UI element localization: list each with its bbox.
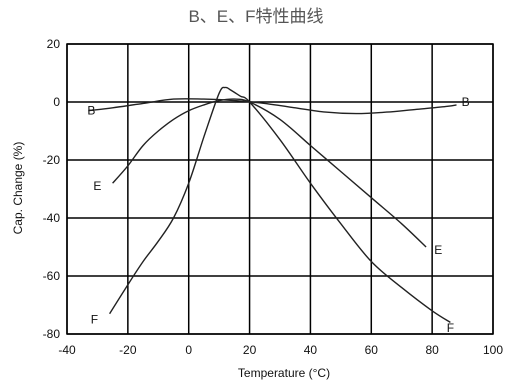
y-tick-label: -80 <box>43 327 61 341</box>
curve-labels: B B E E F F <box>87 95 469 335</box>
y-tick-label: -20 <box>43 153 61 167</box>
grid <box>66 43 494 335</box>
curve-label-e: E <box>434 243 442 257</box>
chart-title: B、E、F特性曲线 <box>188 7 323 26</box>
y-tick-label: 20 <box>47 37 61 51</box>
plot-frame <box>66 43 494 335</box>
curve-label-b: B <box>87 104 95 118</box>
y-tick-label: -40 <box>43 211 61 225</box>
x-tick-label: 20 <box>243 343 257 357</box>
x-tick-label: 80 <box>425 343 439 357</box>
x-axis-label: Temperature (°C) <box>238 366 330 380</box>
y-tick-label: 0 <box>53 95 60 109</box>
y-axis-label: Cap. Change (%) <box>11 142 25 235</box>
x-tick-label: -20 <box>119 343 137 357</box>
x-tick-label: 0 <box>185 343 192 357</box>
curve-label-f: F <box>91 313 98 327</box>
x-tick-label: -40 <box>58 343 76 357</box>
y-tick-labels: 20 0 -20 -40 -60 -80 <box>43 37 61 341</box>
y-tick-label: -60 <box>43 269 61 283</box>
x-tick-labels: -40 -20 0 20 40 60 80 100 <box>58 343 503 357</box>
curves <box>88 86 457 323</box>
x-tick-label: 100 <box>483 343 503 357</box>
series-line-f <box>109 86 451 323</box>
curve-label-b: B <box>462 95 470 109</box>
series-line-b <box>88 98 457 115</box>
curve-label-e: E <box>93 179 101 193</box>
series-line-e <box>112 98 427 248</box>
x-tick-label: 60 <box>365 343 379 357</box>
x-tick-label: 40 <box>304 343 318 357</box>
curve-label-f: F <box>447 321 454 335</box>
